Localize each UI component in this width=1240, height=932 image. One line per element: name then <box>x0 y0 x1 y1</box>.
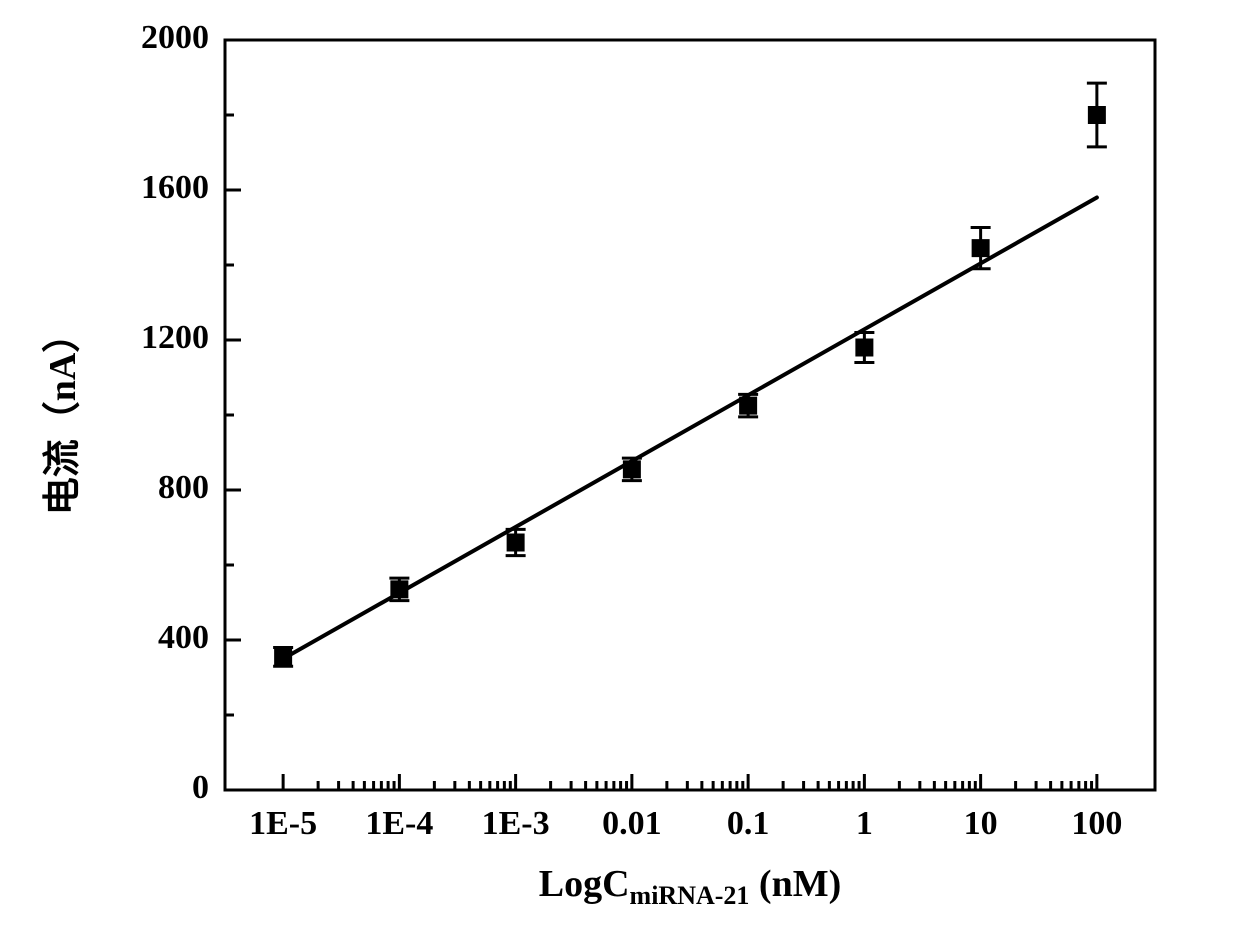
data-marker <box>507 534 525 552</box>
y-tick-label: 2000 <box>141 19 209 56</box>
chart-container: 0 400 800 1200 1600 2000 1E-5 1E-4 1E-3 0.01 0.1 1 1… <box>0 0 1240 932</box>
x-tick-label: 100 <box>1071 805 1122 842</box>
data-marker <box>390 580 408 598</box>
y-tick-label: 800 <box>158 469 209 506</box>
y-tick-label: 1200 <box>141 319 209 356</box>
data-marker <box>855 339 873 357</box>
data-marker <box>274 648 292 666</box>
x-tick-label: 1E-4 <box>365 805 433 842</box>
data-marker <box>972 239 990 257</box>
y-tick-label: 1600 <box>141 169 209 206</box>
data-marker <box>739 397 757 415</box>
y-tick-label: 0 <box>192 769 209 806</box>
x-tick-label: 1 <box>856 805 873 842</box>
data-marker <box>1088 106 1106 124</box>
y-axis-label: 电流（nA） <box>42 315 84 516</box>
data-marker <box>623 460 641 478</box>
y-tick-label: 400 <box>158 619 209 656</box>
x-tick-label: 10 <box>964 805 998 842</box>
x-tick-label: 1E-3 <box>482 805 550 842</box>
x-tick-label: 0.1 <box>727 805 770 842</box>
x-tick-label: 0.01 <box>602 805 662 842</box>
x-tick-label: 1E-5 <box>249 805 317 842</box>
chart-svg: 0 400 800 1200 1600 2000 1E-5 1E-4 1E-3 0.01 0.1 1 1… <box>0 0 1240 932</box>
